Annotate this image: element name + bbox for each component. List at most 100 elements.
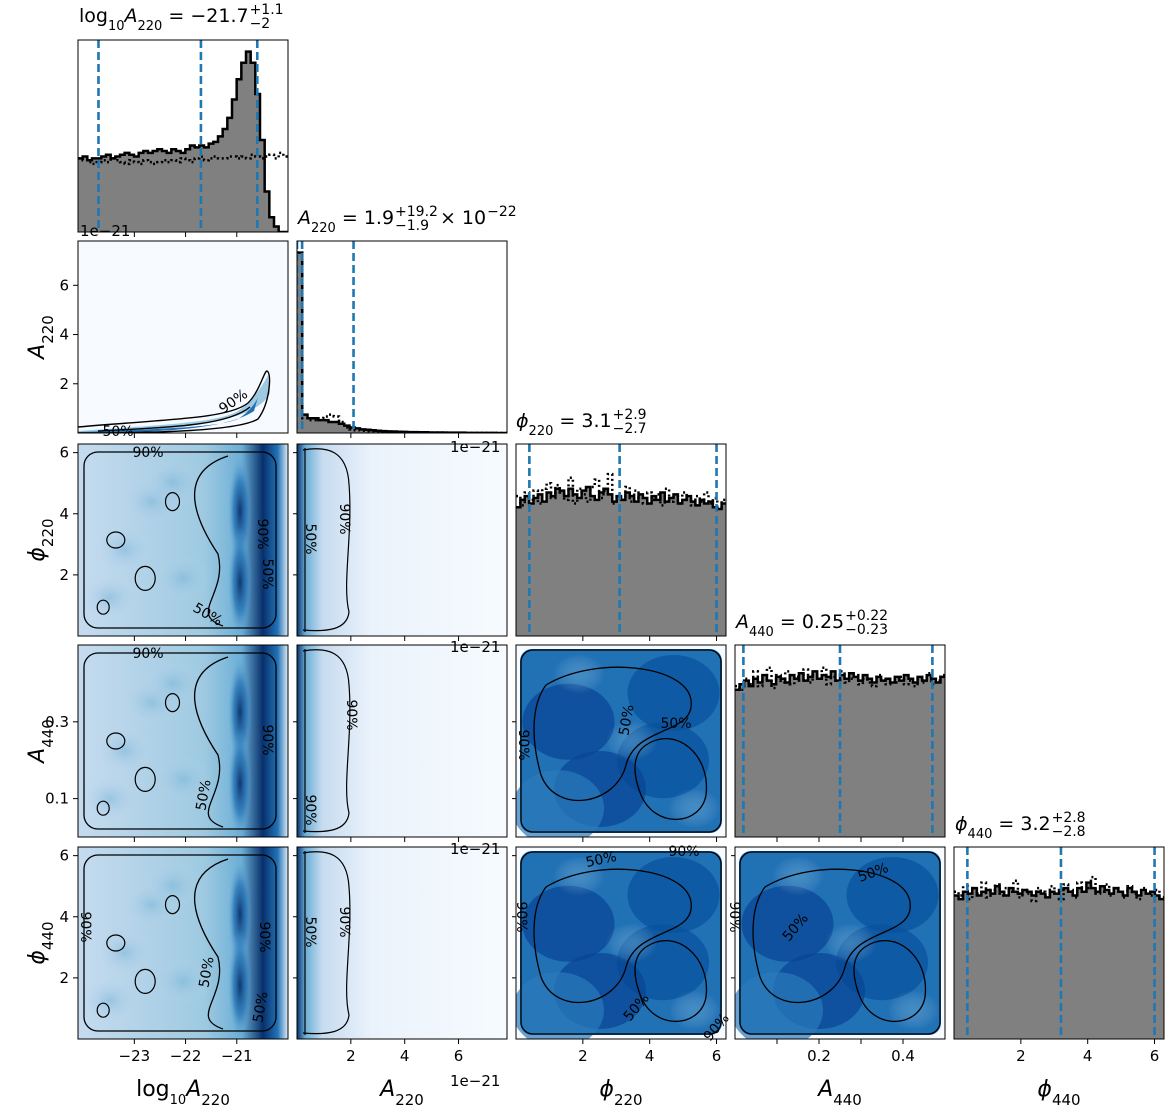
contour-label: 90% xyxy=(77,911,93,942)
contour-label: 90% xyxy=(668,844,699,860)
contour-label: 90% xyxy=(336,906,352,937)
density-peak xyxy=(228,527,252,636)
title-exponent: −22 xyxy=(487,204,517,220)
title-minus-error: −2 xyxy=(250,16,271,32)
density-peak xyxy=(228,930,252,1039)
x-tick-label: 2 xyxy=(1016,1047,1026,1065)
contour-island xyxy=(96,599,110,615)
y-tick-label: 4 xyxy=(59,326,69,344)
contour-label: 90% xyxy=(343,699,359,730)
title-plus-error: +2.9 xyxy=(613,407,647,423)
density-blob xyxy=(522,683,615,760)
x-tick-label: 6 xyxy=(1150,1047,1160,1065)
contour-90 xyxy=(78,370,271,433)
contour-50 xyxy=(634,738,708,820)
contour-island xyxy=(106,934,126,952)
density-panel-phi220-vs-phi440 xyxy=(516,847,726,1039)
x-tick-label: 4 xyxy=(400,1047,410,1065)
density-blob xyxy=(846,857,939,933)
density-band xyxy=(297,444,507,636)
density-ridge xyxy=(78,375,270,433)
density-blob-light xyxy=(553,653,605,694)
density-blob-light xyxy=(824,923,877,963)
x-axis-label-log10A220: log10A220 xyxy=(136,1077,230,1109)
density-panel-A220-vs-phi440 xyxy=(297,847,507,1039)
y-tick-label: 6 xyxy=(59,444,69,462)
y-axis-label-A440: A440 xyxy=(25,719,57,765)
axes-frame xyxy=(77,644,289,838)
density-blob xyxy=(79,976,140,1025)
contour-label: 50% xyxy=(660,716,691,732)
contour-island xyxy=(96,1002,110,1018)
axes-frame xyxy=(77,240,289,434)
density-blob xyxy=(94,726,155,775)
contour-90 xyxy=(302,649,351,833)
title-minus-error: −1.9 xyxy=(395,218,429,234)
posterior-step xyxy=(78,50,288,232)
density-panel-A220-vs-A440 xyxy=(297,645,507,837)
axes-frame xyxy=(515,644,727,838)
y-axis-label-A220: A220 xyxy=(25,315,57,361)
prior-step xyxy=(297,251,507,433)
density-blob xyxy=(627,655,720,731)
density-blob xyxy=(516,972,604,1039)
density-blob xyxy=(153,957,213,1006)
density-panel-A220-vs-phi220 xyxy=(297,444,507,636)
contour-50 xyxy=(533,666,692,802)
axis-labels: 1e−21 1e−21 1e−21 1e−21 1e−21 log10A220 A220 A2… xyxy=(25,2,1086,1109)
density-blob-light xyxy=(772,855,824,896)
offset-text: 1e−21 xyxy=(450,840,500,858)
y-tick-label: 6 xyxy=(59,847,69,865)
contour-island xyxy=(106,732,126,750)
axes-frame xyxy=(296,644,508,838)
contour-90 xyxy=(83,652,277,830)
density-blob-light xyxy=(887,990,940,1031)
posterior-fill xyxy=(297,252,507,433)
prior-step xyxy=(954,875,1164,903)
contour-50 xyxy=(634,940,708,1022)
x-tick-label: 0.4 xyxy=(891,1047,915,1065)
density-blob-light xyxy=(605,923,658,963)
contour-90 xyxy=(302,448,351,632)
density-panel-A440-vs-phi440 xyxy=(735,847,945,1039)
x-tick-label: 4 xyxy=(1083,1047,1093,1065)
contour-50 xyxy=(193,656,229,828)
density-band xyxy=(297,847,507,1039)
contour-50 xyxy=(853,940,927,1022)
contour-label: 50% xyxy=(259,558,275,589)
contour-label: 50% xyxy=(250,990,271,1023)
x-axis-label-A440: A440 xyxy=(816,1077,862,1109)
axes-frame xyxy=(515,846,727,1040)
x-tick-label: 6 xyxy=(454,1047,464,1065)
density-blob xyxy=(627,857,720,933)
contour-label: 90% xyxy=(336,503,352,534)
axes-frame xyxy=(77,39,289,233)
density-blob-light xyxy=(605,721,658,761)
title-plus-error: +19.2 xyxy=(395,204,438,220)
title-suffix: × 10 xyxy=(440,207,486,229)
x-tick-label: −21 xyxy=(221,1047,253,1065)
y-tick-label: 4 xyxy=(59,505,69,523)
axes-frame xyxy=(77,846,289,1040)
posterior-fill xyxy=(954,882,1164,1039)
contour-label: 50% xyxy=(302,916,318,947)
contour-label: 90% xyxy=(259,724,275,755)
y-axis-label-phi440: ϕ440 xyxy=(25,921,57,964)
density-blob xyxy=(741,885,834,962)
axes-frame xyxy=(734,846,946,1040)
density-blob xyxy=(153,554,213,603)
hist-panel-A440 xyxy=(735,645,945,837)
density-blob-light xyxy=(668,990,721,1031)
density-blob xyxy=(142,861,203,910)
contour-label: 90% xyxy=(254,518,270,549)
panel-title-phi220: ϕ220 = 3.1 xyxy=(516,410,612,439)
contour-90 xyxy=(520,851,722,1035)
x-axis-label-phi440: ϕ440 xyxy=(1037,1077,1080,1109)
density-blob xyxy=(79,774,140,823)
axes-frame xyxy=(296,240,508,434)
y-axis-label-phi220: ϕ220 xyxy=(25,518,57,561)
x-tick-label: −23 xyxy=(119,1047,151,1065)
density-panel-log10A220-vs-A440 xyxy=(78,645,288,837)
y-tick-label: 0.1 xyxy=(45,790,69,808)
